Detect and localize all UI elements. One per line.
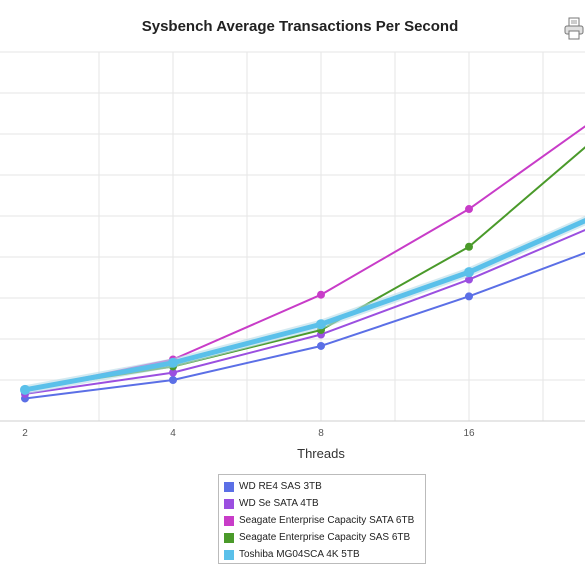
legend-item[interactable]: WD RE4 SAS 3TB — [224, 478, 420, 495]
data-point — [317, 290, 325, 299]
data-point — [465, 292, 473, 301]
x-axis-title: Threads — [297, 446, 345, 461]
data-point — [169, 376, 177, 384]
series-line — [24, 125, 585, 391]
legend-label: Seagate Enterprise Capacity SAS 6TB — [239, 532, 411, 543]
data-point — [169, 368, 177, 377]
legend-swatch — [224, 481, 234, 492]
legend-swatch — [224, 498, 234, 509]
data-point — [20, 384, 30, 395]
legend-label: Seagate Enterprise Capacity SATA 6TB — [239, 515, 415, 526]
chart-title: Sysbench Average Transactions Per Second — [141, 18, 459, 35]
legend-label: WD RE4 SAS 3TB — [239, 481, 322, 492]
legend-item[interactable]: Seagate Enterprise Capacity SAS 6TB — [224, 529, 420, 546]
x-tick-label: 16 — [463, 428, 475, 439]
x-tick-label: 2 — [22, 428, 28, 439]
chart-legend: WD RE4 SAS 3TB WD Se SATA 4TB Seagate Ente… — [218, 474, 426, 564]
data-point — [316, 319, 326, 330]
legend-swatch — [224, 515, 234, 526]
legend-label: WD Se SATA 4TB — [239, 498, 319, 509]
legend-label: Toshiba MG04SCA 4K 5TB — [239, 549, 360, 560]
legend-swatch — [224, 549, 234, 560]
data-point — [465, 242, 473, 251]
series-line — [24, 228, 585, 395]
legend-item[interactable]: WD Se SATA 4TB — [224, 495, 420, 512]
legend-item[interactable]: Seagate Enterprise Capacity SATA 6TB — [224, 512, 420, 529]
x-tick-label: 4 — [170, 428, 176, 439]
printer-icon[interactable] — [563, 16, 585, 42]
data-point — [465, 205, 473, 214]
data-point — [464, 267, 474, 278]
legend-swatch — [224, 532, 234, 543]
line-chart: 2481632Threads — [0, 51, 585, 461]
x-tick-label: 8 — [318, 428, 324, 439]
legend-item[interactable]: Toshiba MG04SCA 4K 5TB — [224, 546, 420, 563]
data-point — [317, 341, 325, 350]
data-point — [168, 357, 178, 368]
